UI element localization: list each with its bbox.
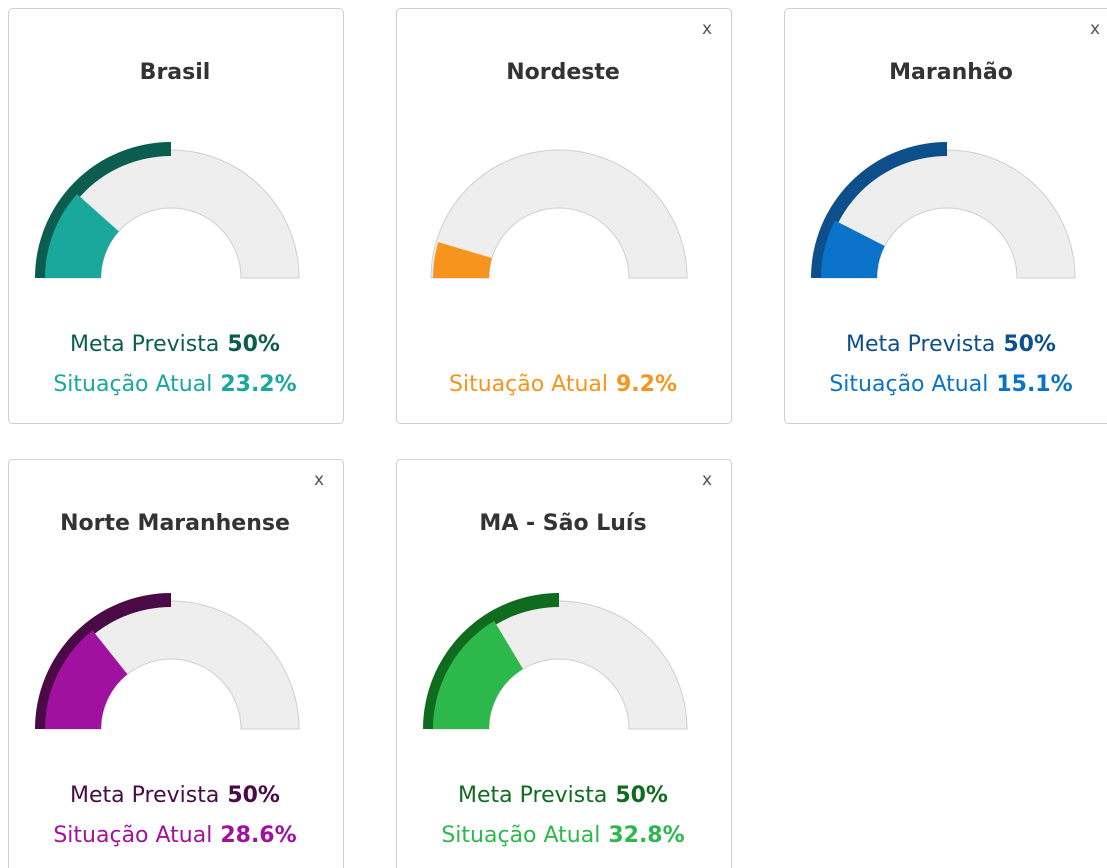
legend-name: Meta Prevista bbox=[70, 332, 219, 357]
legend-name: Situação Atual bbox=[829, 372, 988, 397]
legend-value: 28.6% bbox=[220, 823, 296, 848]
value-arc bbox=[45, 630, 128, 729]
close-button[interactable]: x bbox=[702, 470, 712, 490]
gauge-legend: Meta Prevista 50% bbox=[70, 332, 280, 357]
card bbox=[8, 8, 344, 424]
legend-name: Situação Atual bbox=[449, 372, 608, 397]
gauge-legend: Meta Prevista 50% bbox=[70, 783, 280, 808]
gauge-card: Nordeste x Situação Atual 9.2% bbox=[396, 8, 732, 424]
gauge-legend: Situação Atual 15.1% bbox=[829, 372, 1072, 397]
legend-value: 15.1% bbox=[996, 372, 1072, 397]
legend-name: Meta Prevista bbox=[70, 783, 219, 808]
gauge-card: MA - São Luís x Meta Prevista 50% Situação A… bbox=[396, 459, 732, 868]
gauge-track bbox=[430, 149, 688, 279]
gauge-card: Brasil Meta Prevista 50% Situação Atual 23.2… bbox=[8, 8, 344, 424]
value-arc bbox=[433, 620, 523, 729]
legend-name: Meta Prevista bbox=[846, 332, 995, 357]
gauge-legend: Meta Prevista 50% bbox=[458, 783, 668, 808]
card bbox=[784, 8, 1107, 424]
card-title: Norte Maranhense bbox=[60, 511, 290, 536]
gauge-legend: Situação Atual 32.8% bbox=[441, 823, 684, 848]
value-arc bbox=[433, 242, 492, 278]
legend-value: 23.2% bbox=[220, 372, 296, 397]
card-title: Maranhão bbox=[889, 60, 1013, 85]
card-title: Nordeste bbox=[506, 60, 620, 85]
legend-value: 50% bbox=[227, 783, 280, 808]
close-button[interactable]: x bbox=[1090, 19, 1100, 39]
card-title: Brasil bbox=[140, 60, 211, 85]
gauge-legend: Meta Prevista 50% bbox=[846, 332, 1056, 357]
value-arc bbox=[44, 194, 119, 278]
legend-name: Situação Atual bbox=[441, 823, 600, 848]
close-button[interactable]: x bbox=[702, 19, 712, 39]
card bbox=[8, 459, 344, 868]
gauge-legend: Situação Atual 23.2% bbox=[53, 372, 296, 397]
gauge-card: Norte Maranhense x Meta Prevista 50% Situaçã… bbox=[8, 459, 344, 868]
legend-name: Situação Atual bbox=[53, 823, 212, 848]
legend-value: 50% bbox=[227, 332, 280, 357]
close-button[interactable]: x bbox=[314, 470, 324, 490]
card bbox=[396, 8, 732, 424]
card bbox=[396, 459, 732, 868]
legend-name: Meta Prevista bbox=[458, 783, 607, 808]
gauge-legend: Situação Atual 9.2% bbox=[449, 372, 677, 397]
gauge-card: Maranhão x Meta Prevista 50% Situação Atual 1… bbox=[784, 8, 1107, 424]
legend-value: 50% bbox=[615, 783, 668, 808]
legend-name: Situação Atual bbox=[53, 372, 212, 397]
card-title: MA - São Luís bbox=[479, 511, 646, 536]
value-arc bbox=[820, 220, 885, 278]
gauge-legend: Situação Atual 28.6% bbox=[53, 823, 296, 848]
legend-value: 50% bbox=[1003, 332, 1056, 357]
legend-value: 32.8% bbox=[608, 823, 684, 848]
legend-value: 9.2% bbox=[616, 372, 677, 397]
